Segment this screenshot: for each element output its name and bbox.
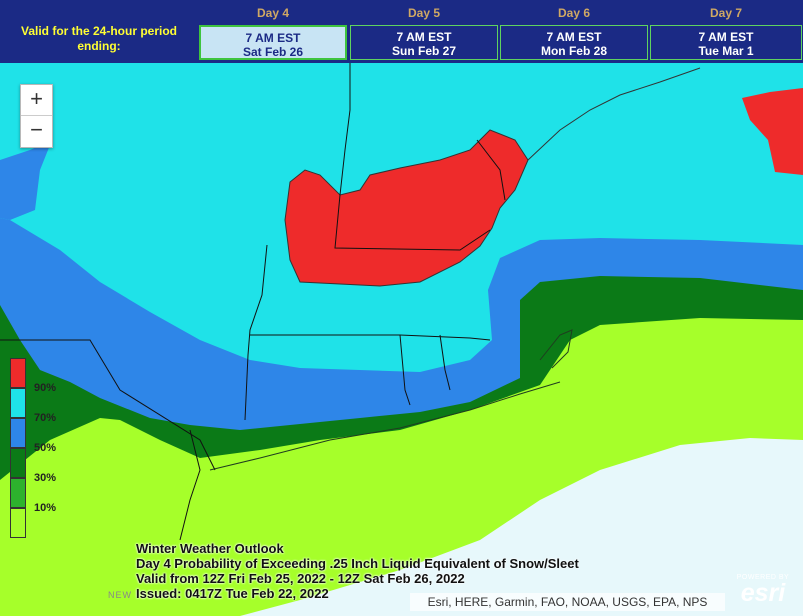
day-column-4: Day 4 7 AM EST Sat Feb 26	[198, 0, 348, 63]
valid-period-label: Valid for the 24-hour period ending:	[20, 24, 178, 53]
legend-swatch-50-70	[10, 418, 26, 448]
title-valid-range: Valid from 12Z Fri Feb 25, 2022 - 12Z Sa…	[136, 571, 465, 586]
zoom-out-button[interactable]: −	[30, 117, 43, 142]
legend-tick: 50%	[34, 442, 57, 454]
maine-coastline	[527, 67, 701, 161]
day-name: Day 7	[709, 6, 743, 20]
day-7-button[interactable]: 7 AM EST Tue Mar 1	[650, 25, 802, 60]
zoom-control: + −	[20, 84, 53, 148]
probability-zone-over-90-east	[742, 88, 803, 175]
map-canvas[interactable]	[0, 63, 803, 616]
state-boundaries	[0, 63, 506, 541]
day-6-button[interactable]: 7 AM EST Mon Feb 28	[500, 25, 648, 60]
legend-tick: 10%	[34, 502, 57, 514]
title-issued: Issued: 0417Z Tue Feb 22, 2022	[136, 586, 329, 601]
legend-tick: 90%	[34, 382, 57, 394]
probability-zone-50-70-nw	[0, 140, 52, 220]
long-island-outline	[209, 381, 561, 471]
legend-swatch-10-30	[10, 478, 26, 508]
probability-legend: 90% 70% 50% 30% 10%	[10, 358, 70, 539]
esri-wordmark: esri	[740, 579, 786, 607]
place-label: NEW	[108, 590, 132, 600]
zoom-in-button[interactable]: +	[21, 85, 52, 116]
legend-tick: 30%	[34, 472, 57, 484]
day-5-button[interactable]: 7 AM EST Sun Feb 27	[350, 25, 498, 60]
day-time: 7 AM EST	[698, 30, 754, 44]
map-title-block: Winter Weather Outlook Day 4 Probability…	[136, 541, 696, 601]
day-date: Tue Mar 1	[698, 44, 754, 58]
day-date: Sat Feb 26	[242, 45, 304, 59]
day-column-6: Day 6 7 AM EST Mon Feb 28	[499, 0, 649, 63]
day-name: Day 6	[557, 6, 591, 20]
esri-logo[interactable]: POWERED BY esri	[732, 573, 794, 607]
legend-swatch-under-10	[10, 508, 26, 538]
probability-zone-over-90	[284, 129, 529, 287]
day-name: Day 5	[407, 6, 441, 20]
cape-cod-outline	[539, 329, 573, 369]
day-column-5: Day 5 7 AM EST Sun Feb 27	[349, 0, 499, 63]
legend-swatch-30-50	[10, 448, 26, 478]
title-probability: Day 4 Probability of Exceeding .25 Inch …	[136, 556, 579, 571]
forecast-day-header: Valid for the 24-hour period ending: Day…	[0, 0, 803, 63]
probability-map[interactable]: NEW	[0, 63, 803, 616]
probability-zone-under-10	[240, 438, 803, 616]
esri-powered-by: POWERED BY	[736, 574, 790, 581]
day-4-button[interactable]: 7 AM EST Sat Feb 26	[199, 25, 347, 60]
title-outlook: Winter Weather Outlook	[136, 541, 284, 556]
day-time: 7 AM EST	[245, 31, 301, 45]
legend-swatch-over-90	[10, 358, 26, 388]
day-name: Day 4	[256, 6, 290, 20]
day-column-7: Day 7 7 AM EST Tue Mar 1	[649, 0, 803, 63]
map-attribution[interactable]: Esri, HERE, Garmin, FAO, NOAA, USGS, EPA…	[410, 593, 725, 611]
day-time: 7 AM EST	[396, 30, 452, 44]
legend-tick: 70%	[34, 412, 57, 424]
day-date: Mon Feb 28	[540, 44, 607, 58]
day-date: Sun Feb 27	[391, 44, 456, 58]
legend-swatch-70-90	[10, 388, 26, 418]
day-time: 7 AM EST	[546, 30, 602, 44]
